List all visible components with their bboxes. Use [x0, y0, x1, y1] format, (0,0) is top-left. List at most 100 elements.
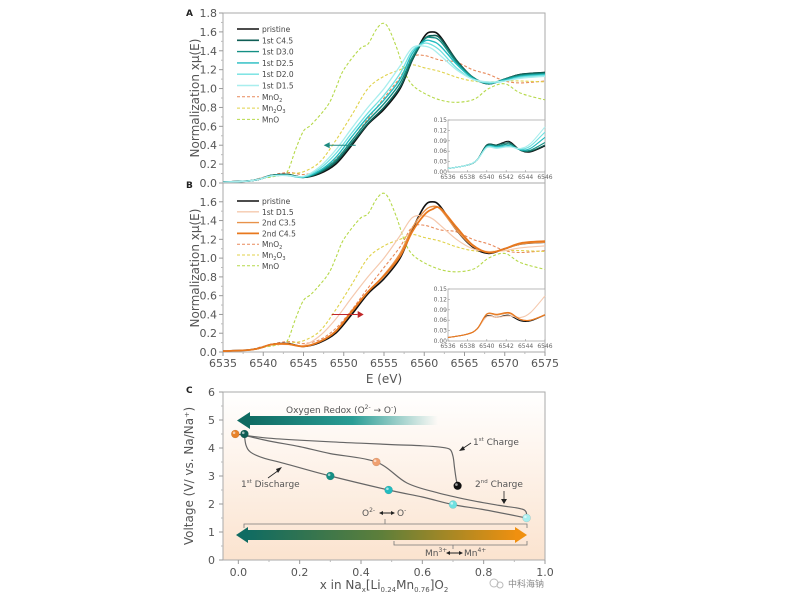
legend-label: MnO [262, 262, 279, 271]
inset-y-tick-label: 0.03 [434, 159, 448, 166]
y-tick-label: 1.2 [200, 233, 218, 246]
bottom-arrow-head-left [236, 527, 248, 543]
panel-c-y-ticks: 0 1 2 3 4 5 6 [208, 386, 223, 567]
inset-x-tick-label: 6546 [537, 174, 552, 181]
state-marker-highlight [373, 459, 377, 463]
state-marker [453, 481, 462, 491]
state-marker-highlight [327, 473, 331, 477]
x-tick-label: 0.6 [414, 566, 432, 579]
state-marker [372, 457, 381, 467]
oxygen-redox-arrow [237, 412, 438, 429]
first-charge-pointer [459, 442, 472, 451]
panel-c-x-label: x in Nax[Li0.24Mn0.76]O2 [320, 578, 449, 594]
y-tick-label: 0.4 [200, 308, 218, 321]
inset-x-tick-label: 6536 [440, 174, 455, 181]
legend-label: Mn2O3 [262, 104, 286, 115]
state-marker [326, 471, 335, 481]
legend-label: pristine [262, 25, 291, 34]
panel-b-series [223, 192, 545, 352]
inset-series-1st-d1-5 [447, 126, 546, 170]
panel-b-shift-arrow [331, 310, 364, 318]
legend-label: 2nd C3.5 [262, 219, 296, 228]
y-tick-label: 0.0 [200, 177, 218, 190]
panel-a-series [223, 22, 545, 183]
oxygen-pair-double-arrow [379, 511, 395, 515]
legend-label: MnO2 [262, 240, 282, 251]
panel-b-label: B [186, 181, 193, 191]
panel-b-inset: 0.00 0.03 0.06 0.09 0.12 0.15 6536 6538 6540 6542… [434, 286, 553, 350]
panel-a-label: A [186, 9, 193, 19]
legend-label: 2nd C4.5 [262, 229, 296, 238]
legend-label: MnO2 [262, 93, 282, 104]
legend-label: pristine [262, 197, 291, 206]
state-marker-highlight [241, 431, 245, 435]
x-tick-label: 6560 [410, 357, 438, 370]
series-line-mno [223, 22, 545, 183]
state-marker-highlight [450, 502, 454, 505]
panel-b: B 0.00.20.40.60.81.01.21.41.6 6535 6540 65… [186, 181, 559, 386]
inset-series-2nd-c4-5 [447, 311, 546, 339]
y-tick-label: 1.0 [200, 252, 218, 265]
y-tick-label: 1.6 [200, 196, 218, 209]
x-tick-label: 0.2 [291, 566, 309, 579]
state-marker-highlight [455, 483, 458, 486]
inset-x-tick-label: 6540 [479, 174, 494, 181]
watermark-text: 中科海钠 [508, 578, 544, 590]
x-tick-label: 6550 [330, 357, 358, 370]
legend-label: 1st D1.5 [262, 82, 294, 91]
panel-b-x-ticks: 6535 6540 6545 6550 6555 6560 6565 6570 6575 [209, 352, 559, 370]
y-tick-label: 0.6 [200, 120, 218, 133]
x-tick-label: 6545 [290, 357, 318, 370]
x-tick-label: 6540 [249, 357, 277, 370]
series-line-mno [223, 192, 545, 352]
state-marker [448, 500, 458, 509]
panel-c-markers [231, 429, 531, 523]
bottom-arrow-body [246, 530, 518, 540]
panel-a-legend: pristine 1st C4.5 1st D3.0 1st D2.5 1st D2.0… [237, 25, 294, 124]
y-tick-label: 4 [208, 442, 215, 455]
y-tick-label: 1 [208, 526, 215, 539]
inset-y-tick-label: 0.00 [434, 169, 448, 176]
inset-x-tick-label: 6540 [479, 343, 494, 350]
inset-y-tick-label: 0.12 [434, 296, 448, 303]
legend-label: 1st D2.5 [262, 59, 294, 68]
y-tick-label: 0.2 [200, 327, 218, 340]
oxygen-bracket [243, 519, 528, 528]
state-marker [522, 513, 531, 523]
x-tick-label: 6535 [209, 357, 237, 370]
inset-x-tick-label: 6538 [460, 343, 475, 350]
state-marker-highlight [232, 431, 236, 435]
shift-arrow-head [323, 142, 330, 149]
legend-label: 1st D3.0 [262, 48, 294, 57]
manganese-double-arrow [446, 551, 463, 555]
y-tick-label: 0.6 [200, 290, 218, 303]
series-line-mno2 [223, 54, 545, 183]
panel-a-inset: 0.00 0.03 0.06 0.09 0.12 0.15 6536 6538 6540 6542… [434, 117, 553, 181]
inset-x-tick-label: 6542 [499, 343, 514, 350]
y-tick-label: 1.2 [200, 64, 218, 77]
y-tick-label: 1.4 [200, 45, 218, 58]
second-charge-pointer [501, 491, 507, 504]
oxygen-bracket-line [243, 523, 528, 528]
inset-x-tick-label: 6536 [440, 343, 455, 350]
curve-2nd-charge [235, 433, 528, 519]
legend-label: 1st D2.0 [262, 70, 294, 79]
inset-y-tick-label: 0.06 [434, 317, 448, 324]
manganese-bracket [393, 541, 528, 549]
state-marker [231, 429, 240, 439]
mn3-label: Mn3+ [425, 547, 447, 559]
y-tick-label: 1.6 [200, 26, 218, 39]
inset-x-tick-label: 6538 [460, 174, 475, 181]
y-tick-label: 6 [208, 386, 215, 399]
x-tick-label: 6570 [491, 357, 519, 370]
second-charge-label: 2nd Charge [475, 479, 523, 490]
inset-y-tick-label: 0.12 [434, 127, 448, 134]
inset-x-tick-label: 6542 [499, 174, 514, 181]
first-charge-label: 1st Charge [473, 437, 519, 448]
bottom-arrow-head-right [515, 527, 527, 543]
x-tick-label: 0.0 [230, 566, 248, 579]
y-tick-label: 0.0 [200, 346, 218, 359]
panel-a-y-ticks: 0.0 0.2 0.4 0.6 0.8 1.0 1.2 1.4 1.6 1.8 [200, 7, 223, 190]
shift-arrow-head [357, 310, 364, 318]
